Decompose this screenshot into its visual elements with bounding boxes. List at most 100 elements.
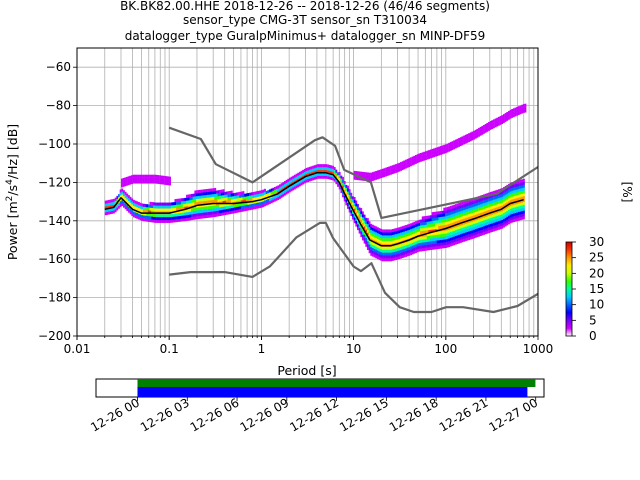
density-cell — [282, 193, 285, 197]
density-cell — [519, 188, 522, 192]
density-cell — [355, 212, 358, 216]
density-cell — [456, 229, 459, 233]
density-cell — [474, 228, 477, 233]
density-cell — [376, 232, 379, 237]
density-cell — [509, 214, 512, 218]
density-cell — [410, 223, 412, 227]
density-cell — [201, 189, 203, 193]
density-cell — [232, 207, 235, 211]
density-cell — [385, 229, 388, 233]
density-cell — [506, 111, 509, 116]
density-cell — [135, 180, 138, 184]
density-cell — [345, 202, 348, 206]
density-cell — [201, 198, 203, 202]
density-cell — [302, 178, 305, 182]
density-cell — [522, 184, 525, 188]
density-cell — [519, 182, 522, 186]
density-cell — [453, 233, 456, 237]
density-cell — [454, 230, 457, 234]
density-cell — [403, 242, 406, 246]
density-cell — [481, 223, 484, 227]
density-cell — [463, 235, 466, 239]
density-cell — [376, 244, 379, 248]
density-cell — [255, 205, 258, 209]
density-cell — [320, 167, 323, 171]
density-cell — [162, 208, 165, 212]
density-cell — [179, 204, 182, 208]
density-cell — [398, 235, 401, 239]
density-cell — [454, 235, 457, 239]
density-cell — [474, 211, 477, 215]
density-cell — [147, 204, 150, 208]
density-cell — [489, 223, 492, 227]
density-cell — [406, 235, 409, 240]
density-cell — [242, 191, 245, 195]
density-cell — [333, 172, 336, 176]
density-cell — [421, 239, 424, 243]
density-cell — [514, 204, 517, 208]
density-cell — [371, 230, 374, 234]
density-cell — [217, 210, 220, 214]
density-cell — [516, 189, 519, 193]
density-cell — [443, 224, 446, 229]
density-cell — [491, 211, 494, 215]
density-cell — [303, 168, 306, 172]
density-cell — [425, 227, 427, 231]
density-cell — [360, 208, 363, 212]
density-cell — [242, 196, 245, 200]
density-cell — [264, 203, 266, 207]
density-cell — [476, 128, 479, 132]
density-cell — [217, 193, 220, 197]
density-cell — [504, 200, 507, 204]
density-cell — [395, 164, 397, 168]
density-cell — [118, 197, 120, 201]
density-cell — [140, 180, 143, 184]
density-cell — [262, 195, 265, 199]
density-cell — [202, 189, 205, 193]
density-cell — [466, 234, 469, 238]
density-cell — [240, 194, 243, 198]
density-cell — [230, 190, 233, 194]
density-cell — [410, 234, 412, 238]
density-cell — [431, 246, 434, 250]
density-cell — [503, 207, 505, 211]
density-cell — [166, 219, 169, 223]
density-cell — [438, 222, 441, 226]
density-cell — [229, 211, 232, 215]
density-cell — [453, 239, 456, 243]
density-cell — [383, 168, 386, 172]
density-cell — [106, 208, 109, 213]
density-cell — [416, 223, 419, 227]
density-cell — [172, 213, 175, 217]
density-cell — [355, 220, 358, 224]
density-cell — [172, 207, 175, 211]
density-cell — [235, 192, 238, 196]
density-cell — [260, 195, 263, 200]
density-cell — [124, 203, 127, 207]
title-line-3: datalogger_type GuralpMinimus+ datalogge… — [125, 29, 486, 43]
density-cell — [157, 202, 160, 206]
density-cell — [360, 231, 363, 235]
density-cell — [508, 198, 510, 202]
density-cell — [161, 216, 164, 221]
density-cell — [425, 241, 427, 245]
density-cell — [489, 194, 492, 198]
density-cell — [458, 140, 461, 144]
density-cell — [381, 235, 384, 239]
timeline-tick-label: 12-26 12 — [287, 395, 341, 434]
density-cell — [129, 199, 132, 203]
density-cell — [514, 198, 517, 202]
density-cell — [155, 177, 158, 181]
density-cell — [274, 189, 276, 193]
density-cell — [315, 170, 318, 174]
density-cell — [160, 181, 163, 185]
density-cell — [514, 212, 517, 216]
density-cell — [448, 209, 451, 213]
density-cell — [270, 188, 273, 192]
density-cell — [425, 233, 427, 237]
density-cell — [247, 195, 250, 199]
density-cell — [504, 220, 507, 224]
density-cell — [197, 210, 200, 214]
density-cell — [179, 218, 182, 222]
density-cell — [488, 127, 490, 131]
